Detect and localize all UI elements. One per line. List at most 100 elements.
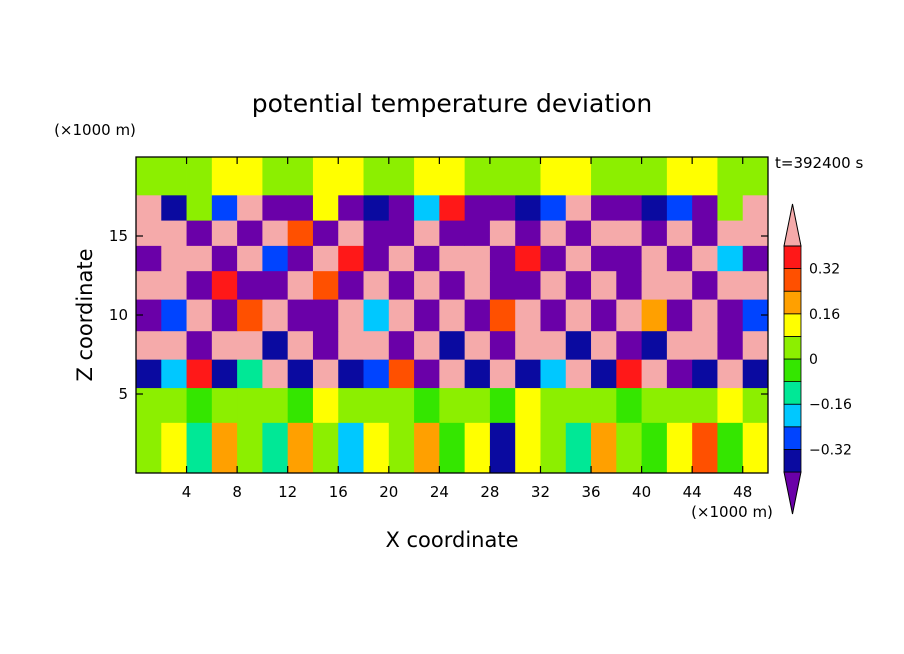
heatmap-cell bbox=[287, 359, 314, 389]
heatmap-cell bbox=[565, 330, 592, 360]
heatmap-cell bbox=[136, 245, 162, 272]
heatmap-cell bbox=[565, 194, 592, 221]
heatmap-cell bbox=[742, 270, 769, 300]
heatmap-cell bbox=[489, 387, 516, 423]
heatmap-cell bbox=[439, 245, 466, 272]
heatmap-cell bbox=[489, 157, 516, 196]
heatmap-cell bbox=[186, 330, 213, 360]
colorbar-arrow-high bbox=[783, 203, 802, 247]
heatmap-cell bbox=[641, 270, 668, 300]
heatmap-cell bbox=[515, 422, 541, 474]
heatmap-cell bbox=[591, 359, 617, 389]
x-tick-label: 4 bbox=[182, 483, 192, 501]
heatmap-cell bbox=[439, 422, 466, 474]
heatmap-cell bbox=[515, 245, 541, 272]
heatmap-cell bbox=[616, 299, 642, 332]
heatmap-cell bbox=[666, 220, 693, 246]
heatmap-cell bbox=[591, 299, 617, 332]
heatmap-cell bbox=[414, 359, 440, 389]
colorbar-segment bbox=[783, 381, 802, 405]
heatmap-cell bbox=[414, 330, 440, 360]
heatmap-cell bbox=[363, 359, 390, 389]
heatmap-cell bbox=[161, 245, 187, 272]
heatmap-cell bbox=[666, 359, 693, 389]
heatmap-cell bbox=[641, 157, 668, 196]
heatmap-cell bbox=[666, 387, 693, 423]
heatmap-cell bbox=[186, 270, 213, 300]
heatmap-cell bbox=[742, 387, 769, 423]
heatmap-cell bbox=[211, 387, 238, 423]
heatmap-cell bbox=[742, 422, 769, 474]
heatmap-cell bbox=[414, 220, 440, 246]
heatmap-cell bbox=[439, 359, 466, 389]
heatmap-cell bbox=[666, 422, 693, 474]
heatmap-cell bbox=[489, 270, 516, 300]
heatmap-cell bbox=[717, 157, 744, 196]
heatmap-cell bbox=[742, 359, 769, 389]
heatmap-cell bbox=[666, 157, 693, 196]
x-tick-label: 20 bbox=[379, 483, 398, 501]
heatmap-cell bbox=[591, 422, 617, 474]
colorbar-segment bbox=[783, 313, 802, 337]
heatmap-cell bbox=[136, 157, 162, 196]
heatmap-cell bbox=[641, 359, 668, 389]
heatmap-cell bbox=[515, 330, 541, 360]
heatmap-cell bbox=[591, 157, 617, 196]
heatmap-cell bbox=[565, 299, 592, 332]
y-axis-label: Z coordinate bbox=[73, 248, 97, 381]
heatmap-cell bbox=[136, 194, 162, 221]
heatmap-cell bbox=[464, 157, 491, 196]
heatmap-cell bbox=[591, 330, 617, 360]
heatmap-cell bbox=[641, 245, 668, 272]
heatmap-cell bbox=[287, 270, 314, 300]
heatmap-cell bbox=[692, 387, 718, 423]
heatmap-cell bbox=[616, 330, 642, 360]
heatmap-cell bbox=[262, 245, 289, 272]
heatmap-cell bbox=[439, 330, 466, 360]
heatmap-cell bbox=[641, 194, 668, 221]
heatmap-cell bbox=[692, 422, 718, 474]
heatmap-cell bbox=[666, 299, 693, 332]
heatmap-cell bbox=[666, 270, 693, 300]
heatmap-cell bbox=[338, 220, 364, 246]
chart-title: potential temperature deviation bbox=[252, 89, 652, 118]
heatmap-cell bbox=[211, 220, 238, 246]
heatmap-cell bbox=[312, 330, 339, 360]
heatmap-cell bbox=[591, 387, 617, 423]
heatmap-cell bbox=[211, 359, 238, 389]
heatmap-cell bbox=[262, 220, 289, 246]
heatmap-cell bbox=[616, 157, 642, 196]
heatmap-cell bbox=[565, 422, 592, 474]
heatmap-cell bbox=[489, 359, 516, 389]
heatmap-cell bbox=[464, 387, 491, 423]
heatmap-cell bbox=[363, 245, 390, 272]
heatmap-cell bbox=[237, 422, 263, 474]
x-tick-label: 44 bbox=[683, 483, 702, 501]
heatmap-cell bbox=[161, 220, 187, 246]
heatmap-cell bbox=[287, 299, 314, 332]
heatmap-cell bbox=[262, 299, 289, 332]
heatmap-cell bbox=[338, 387, 364, 423]
heatmap-cell bbox=[489, 194, 516, 221]
heatmap-cell bbox=[641, 299, 668, 332]
heatmap-cell bbox=[287, 330, 314, 360]
x-tick-label: 40 bbox=[632, 483, 651, 501]
heatmap-cell bbox=[717, 245, 744, 272]
heatmap-cell bbox=[540, 157, 567, 196]
heatmap-cell bbox=[388, 157, 415, 196]
heatmap-cell bbox=[489, 422, 516, 474]
heatmap-cell bbox=[312, 220, 339, 246]
heatmap-cell bbox=[287, 157, 314, 196]
x-tick-label: 16 bbox=[329, 483, 348, 501]
x-tick-label: 12 bbox=[278, 483, 297, 501]
colorbar-segment bbox=[783, 335, 802, 360]
heatmap-cell bbox=[211, 194, 238, 221]
heatmap-cell bbox=[312, 270, 339, 300]
heatmap-cell bbox=[312, 194, 339, 221]
colorbar-segment bbox=[783, 426, 802, 450]
heatmap-cell bbox=[742, 157, 769, 196]
heatmap-cell bbox=[262, 387, 289, 423]
time-label: t=392400 s bbox=[775, 154, 863, 172]
heatmap-cell bbox=[692, 330, 718, 360]
